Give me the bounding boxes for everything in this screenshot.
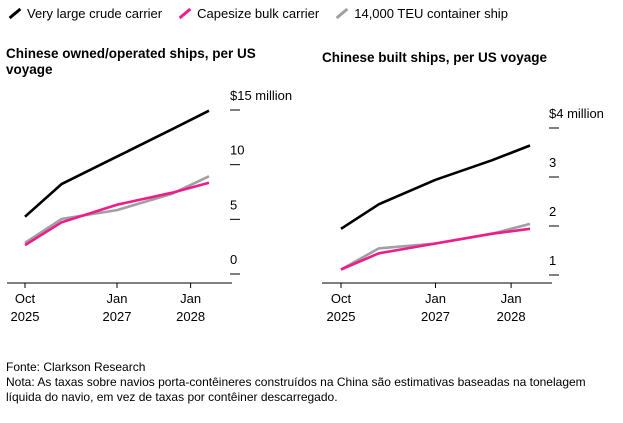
footnote: Nota: As taxas sobre navios porta-contêi…	[6, 375, 586, 404]
series-line-capesize-bulk-carrier	[24, 181, 210, 247]
x-tick-label: Oct	[15, 291, 36, 306]
x-tick-year-label: 2025	[327, 309, 356, 324]
y-tick-label: 1	[549, 253, 556, 268]
x-tick-year-label: 2027	[421, 309, 450, 324]
x-tick-year-label: 2025	[11, 309, 40, 324]
y-tick-label: $4 million	[549, 106, 604, 121]
series-line-14-000-teu-container-ship	[24, 175, 210, 244]
chart-title-owned: Chinese owned/operated ships, per US voy…	[6, 46, 256, 77]
x-tick-label: Jan	[501, 291, 522, 306]
chart-panel-1: Oct 2025 Jan 2027 Jan 2028 1 2 3 $4 million	[322, 106, 604, 324]
legend-label-vlcc: Very large crude carrier	[27, 5, 163, 21]
source-note: Fonte: Clarkson Research	[6, 360, 146, 374]
series-line-14-000-teu-container-ship	[340, 222, 531, 271]
x-tick-label: Oct	[331, 291, 352, 306]
legend-label-teu: 14,000 TEU container ship	[354, 5, 508, 21]
chart-title-built: Chinese built ships, per US voyage	[322, 50, 548, 65]
y-tick-label: 10	[230, 143, 244, 158]
x-tick-label: Jan	[107, 291, 128, 306]
legend-item-teu: 14,000 TEU container ship	[333, 6, 508, 21]
legend-label-capesize: Capesize bulk carrier	[197, 5, 320, 21]
series-line-capesize-bulk-carrier	[340, 227, 531, 271]
y-tick-label: 5	[230, 197, 237, 212]
x-tick-label: Jan	[425, 291, 446, 306]
x-tick-year-label: 2027	[103, 309, 132, 324]
series-line-very-large-crude-carrier	[24, 109, 210, 218]
footer: Fonte: Clarkson Research Nota: As taxas …	[6, 360, 606, 405]
y-tick-label: 2	[549, 204, 556, 219]
chart-panel-0: Oct 2025 Jan 2027 Jan 2028 0 5 10 $15 million	[7, 88, 292, 324]
legend: Very large crude carrier Capesize bulk c…	[6, 3, 522, 23]
x-tick-year-label: 2028	[497, 309, 526, 324]
x-tick-year-label: 2028	[176, 309, 205, 324]
y-tick-label: 3	[549, 155, 556, 170]
series-line-very-large-crude-carrier	[340, 144, 531, 230]
y-tick-label: $15 million	[230, 88, 292, 103]
legend-item-vlcc: Very large crude carrier	[6, 6, 162, 21]
legend-item-capesize: Capesize bulk carrier	[176, 6, 319, 21]
y-tick-label: 0	[230, 252, 237, 267]
x-tick-label: Jan	[180, 291, 201, 306]
